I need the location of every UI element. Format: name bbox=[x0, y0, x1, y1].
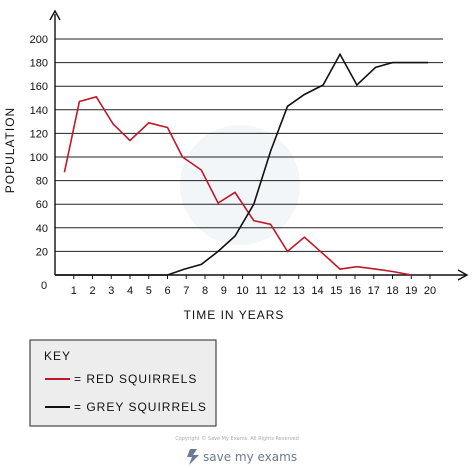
x-tick-label: 10 bbox=[236, 285, 248, 297]
x-tick-label: 12 bbox=[274, 285, 286, 297]
legend-entry-red: = RED SQUIRRELS bbox=[74, 372, 197, 386]
y-axis-arrow bbox=[49, 9, 61, 21]
x-tick-label: 14 bbox=[311, 285, 323, 297]
y-tick-label: 80 bbox=[36, 176, 48, 188]
y-tick-label: 20 bbox=[36, 246, 48, 258]
y-tick-label: 180 bbox=[30, 58, 48, 70]
x-tick-label: 7 bbox=[183, 285, 189, 297]
grey-squirrels-line bbox=[55, 52, 429, 276]
y-tick-label: 40 bbox=[36, 223, 48, 235]
x-tick-label: 8 bbox=[202, 285, 208, 297]
x-tick-label: 20 bbox=[424, 285, 436, 297]
x-tick-label: 2 bbox=[89, 285, 95, 297]
x-tick-label: 18 bbox=[386, 285, 398, 297]
legend-entry-grey: = GREY SQUIRRELS bbox=[74, 400, 207, 414]
x-tick-label: 5 bbox=[146, 285, 152, 297]
legend-title: KEY bbox=[44, 349, 71, 363]
grid-lines bbox=[55, 38, 443, 252]
x-tick-label: 1 bbox=[71, 285, 77, 297]
x-tick-label: 3 bbox=[108, 285, 114, 297]
x-tick-label: 13 bbox=[293, 285, 305, 297]
brand-logo: save my exams bbox=[187, 449, 297, 465]
x-tick-label: 15 bbox=[330, 285, 342, 297]
legend-box: KEY = RED SQUIRRELS = GREY SQUIRRELS bbox=[29, 339, 217, 427]
copyright-text: Copyright © Save My Exams. All Rights Re… bbox=[175, 435, 299, 442]
x-tick-label: 6 bbox=[164, 285, 170, 297]
y-tick-label: 160 bbox=[30, 81, 48, 93]
x-tick-label: 4 bbox=[127, 285, 133, 297]
y-tick-label: 60 bbox=[36, 199, 48, 211]
y-tick-label: 200 bbox=[30, 34, 48, 46]
x-tick-label: 9 bbox=[221, 285, 227, 297]
x-axis-arrow bbox=[457, 269, 469, 281]
x-tick-label: 17 bbox=[368, 285, 380, 297]
y-axis-label: POPULATION bbox=[3, 107, 17, 193]
y-tick-label: 140 bbox=[30, 105, 48, 117]
brand-name: save my exams bbox=[203, 450, 297, 464]
x-tick-label: 19 bbox=[405, 285, 417, 297]
x-tick-label: 16 bbox=[349, 285, 361, 297]
series-lines bbox=[55, 52, 429, 276]
origin-label: 0 bbox=[41, 280, 47, 292]
x-tick-label: 11 bbox=[256, 285, 267, 297]
y-tick-label: 100 bbox=[30, 152, 48, 164]
y-tick-label: 120 bbox=[30, 128, 48, 140]
x-axis-label: TIME IN YEARS bbox=[184, 308, 285, 322]
lightning-icon bbox=[187, 449, 199, 465]
red-squirrels-line bbox=[63, 95, 412, 276]
